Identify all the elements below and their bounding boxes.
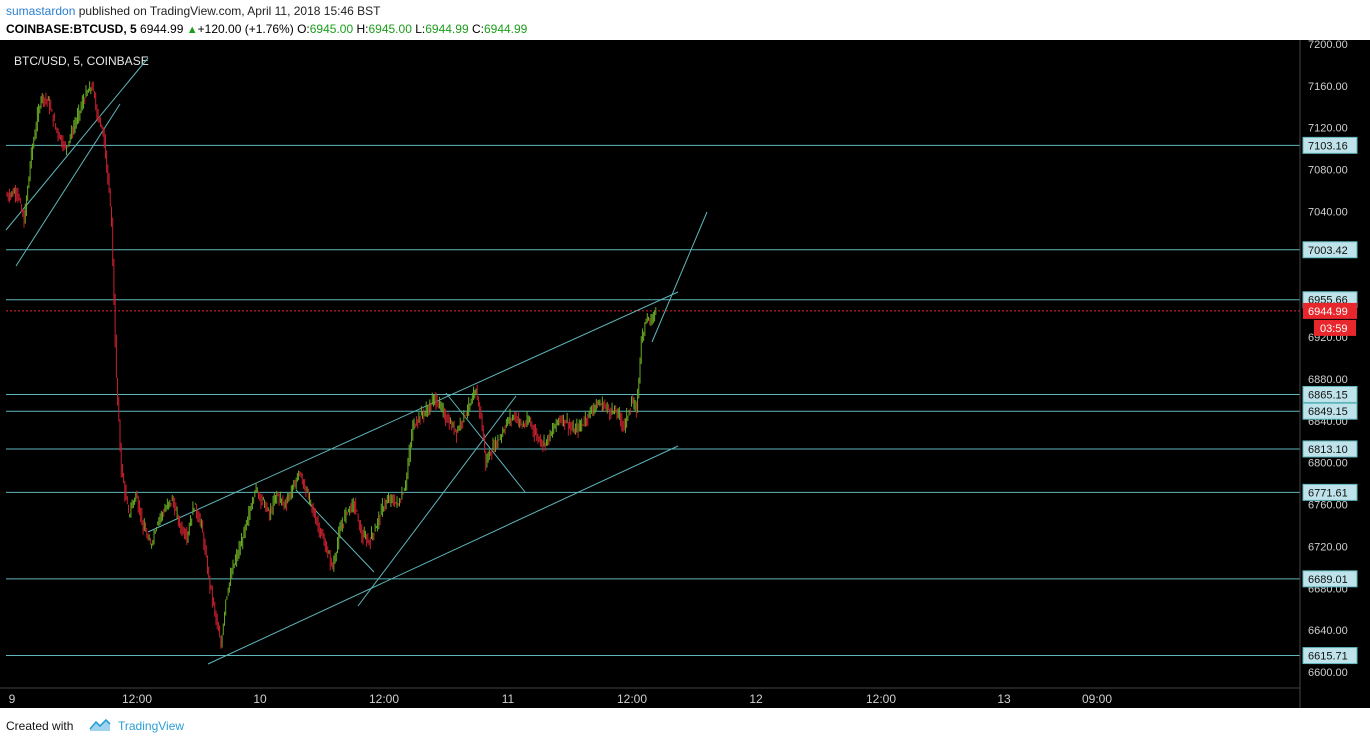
level-label-box [1302,647,1358,665]
close-label: C: [471,22,484,36]
level-label-box [1302,440,1358,458]
current-price-box [1303,302,1357,319]
tradingview-link[interactable]: TradingView [118,719,185,733]
chart-title: BTC/USD, 5, COINBASE [14,54,149,68]
time-tick: 12:00 [866,692,896,706]
level-label: 6689.01 [1308,574,1348,586]
countdown-box [1314,319,1356,336]
symbol-name: COINBASE:BTCUSD, 5 [6,22,137,36]
low-label: L: [415,22,426,36]
horizontal-levels [6,144,1300,657]
level-label-box [1302,483,1358,501]
footer: Created with TradingView [0,708,1370,744]
trend-line [295,489,375,573]
time-tick: 12:00 [369,692,399,706]
price-tick: 6800.00 [1308,458,1348,470]
chart-area[interactable]: BTC/USD, 5, COINBASE 7200.00 7160.00 7120.… [0,39,1370,708]
symbol-info: COINBASE:BTCUSD, 5 6944.99 ▲+120.00 (+1.… [6,22,527,36]
trend-line [445,392,526,493]
time-tick: 9 [9,692,16,706]
price-tick: 6600.00 [1308,667,1348,679]
up-arrow-icon: ▲ [186,24,198,36]
level-label-box [1302,385,1358,403]
trend-line [651,211,708,343]
price-tick: 6760.00 [1308,500,1348,512]
price-tick: 7120.00 [1308,123,1348,135]
level-label: 6771.61 [1308,487,1348,499]
time-tick: 10 [253,692,267,706]
level-label-box [1302,241,1358,259]
open-label: O: [297,22,310,36]
trend-lines [5,57,708,665]
tradingview-logo-icon[interactable] [88,717,112,733]
price-axis[interactable]: 7200.007160.007120.007080.007040.006920.… [1308,39,1348,679]
trend-line [5,57,149,231]
price-change: +120.00 (+1.76%) [197,22,294,36]
trend-line [15,103,121,267]
publish-info: sumastardon published on TradingView.com… [6,4,380,18]
level-label: 7003.42 [1308,245,1348,257]
price-tick: 6720.00 [1308,541,1348,553]
close-value: 6944.99 [483,22,528,36]
level-labels: 7103.167003.426955.666865.156849.156813.… [1302,136,1358,665]
high-label: H: [356,22,369,36]
chart-svg[interactable]: BTC/USD, 5, COINBASE 7200.00 7160.00 7120.… [0,39,1370,708]
time-tick: 09:00 [1082,692,1112,706]
low-value: 6944.99 [425,22,469,36]
high-value: 6945.00 [368,22,412,36]
countdown-label: 03:59 [1320,323,1348,335]
level-label: 6849.15 [1308,406,1348,418]
level-label: 6615.71 [1308,651,1348,663]
trend-line [207,445,679,665]
time-tick: 12:00 [617,692,647,706]
created-with-text: Created with [6,719,74,733]
time-tick: 12 [749,692,763,706]
level-label: 7103.16 [1308,140,1348,152]
level-label: 6813.10 [1308,444,1348,456]
level-label-box [1302,402,1358,420]
price-tick: 6880.00 [1308,374,1348,386]
time-axis[interactable]: 9 12:00 10 12:00 11 12:00 12 12:00 13 09:00 [9,692,1113,706]
candles [6,81,657,649]
published-text: published on TradingView.com, April 11, … [78,4,381,18]
level-label: 6865.15 [1308,389,1348,401]
trend-line [357,395,517,607]
trend-line [147,291,679,533]
last-price: 6944.99 [140,22,184,36]
author-link[interactable]: sumastardon [6,4,76,18]
time-tick: 12:00 [122,692,152,706]
level-label-box [1302,136,1358,154]
price-tick: 7160.00 [1308,81,1348,93]
price-tick: 6640.00 [1308,625,1348,637]
time-tick: 13 [997,692,1011,706]
level-label-box [1302,570,1358,588]
current-price-label: 6944.99 [1308,306,1348,318]
price-tick: 7200.00 [1308,40,1348,51]
time-tick: 11 [502,692,515,706]
price-tick: 7040.00 [1308,206,1348,218]
price-tick: 7080.00 [1308,165,1348,177]
open-value: 6945.00 [309,22,354,36]
